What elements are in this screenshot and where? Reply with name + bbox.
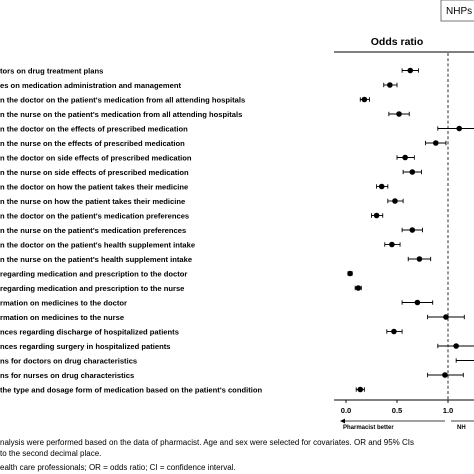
odds-ratio-point (361, 96, 368, 103)
row-label: n the nurse on how the patient takes the… (0, 197, 185, 206)
chart-title: Odds ratio (371, 36, 424, 48)
odds-ratio-point (409, 227, 416, 233)
odds-ratio-point (456, 125, 463, 132)
row-label: n the nurse on side effects of prescribe… (0, 168, 189, 177)
row-label: rmation on medicines to the doctor (0, 298, 127, 307)
left-arrowhead (340, 418, 345, 424)
odds-ratio-point (432, 140, 439, 146)
row-label: nces regarding discharge of hospitalized… (0, 327, 179, 336)
badge-text: NHPs (446, 6, 472, 17)
row-label: ns for nurses on drug characteristics (0, 371, 134, 380)
row-label: n the doctor on the effects of prescribe… (0, 124, 188, 133)
odds-ratio-point (409, 169, 416, 175)
row-label: n the doctor on how the patient takes th… (0, 182, 188, 191)
row-label: n the nurse on the patient's medication … (0, 110, 242, 119)
x-tick-label: 1.0 (443, 406, 454, 415)
odds-ratio-point (378, 183, 385, 190)
odds-ratio-point (453, 343, 459, 349)
odds-ratio-point (357, 386, 364, 393)
footnote-line-2: to the second decimal place. (0, 449, 101, 458)
row-label: n the nurse on the effects of prescribed… (0, 139, 185, 148)
row-label: n the nurse on the patient's medication … (0, 226, 186, 235)
row-label: n the doctor on the patient's medication… (0, 211, 189, 220)
odds-ratio-point (414, 299, 421, 306)
left-direction-label: Pharmacist better (343, 425, 394, 431)
odds-ratio-point (392, 198, 398, 204)
footnote-line-3: ealth care professionals; OR = odds rati… (0, 463, 236, 472)
footnote-line-1: nalysis were performed based on the data… (0, 438, 414, 447)
odds-ratio-point (389, 241, 395, 248)
row-label: es on medication administration and mana… (0, 81, 181, 90)
odds-ratio-point (402, 154, 408, 161)
odds-ratio-point (407, 67, 414, 74)
row-label: rmation on medicines to the nurse (0, 313, 124, 322)
plot-area: tors on drug treatment plans es on medica… (0, 51, 474, 431)
row-label: ns for doctors on drug characteristics (0, 356, 137, 365)
odds-ratio-point (391, 328, 397, 335)
row-label: n the doctor on side effects of prescrib… (0, 153, 192, 162)
odds-ratio-point (443, 314, 449, 320)
odds-ratio-point (416, 256, 423, 262)
odds-ratio-point (387, 82, 393, 88)
row-label: the type and dosage form of medication b… (0, 385, 262, 394)
odds-ratio-point (347, 270, 353, 277)
odds-ratio-point (442, 372, 448, 378)
odds-ratio-point (355, 285, 362, 291)
odds-ratio-point (373, 212, 380, 219)
row-label: n the nurse on the patient's health supp… (0, 255, 192, 264)
row-label: tors on drug treatment plans (0, 66, 103, 75)
row-label: regarding medication and prescription to… (0, 284, 184, 293)
row-label: nces regarding surgery in hospitalized p… (0, 342, 170, 351)
odds-ratio-point (396, 111, 402, 117)
row-label: n the doctor on the patient's medication… (0, 95, 245, 104)
right-direction-label: NH (457, 425, 466, 431)
x-tick-label: 0.0 (341, 406, 352, 415)
row-label: n the doctor on the patient's health sup… (0, 240, 195, 249)
badge-box (440, 0, 474, 22)
row-label: regarding medication and prescription to… (0, 269, 187, 278)
x-tick-label: 0.5 (392, 406, 403, 415)
